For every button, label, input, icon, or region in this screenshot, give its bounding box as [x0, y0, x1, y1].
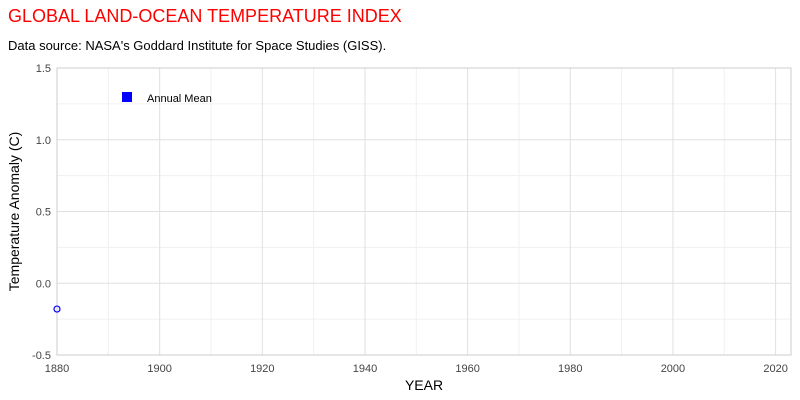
legend-swatch [122, 92, 132, 102]
y-tick-label: 0.0 [36, 278, 51, 290]
x-tick-label: 1980 [558, 363, 582, 375]
y-tick-labels: -0.5 0.0 0.5 1.0 1.5 [32, 63, 51, 362]
y-axis-label: Temperature Anomaly (C) [6, 132, 22, 292]
x-tick-labels: 1880 1900 1920 1940 1960 1980 2000 2020 [45, 363, 788, 375]
data-points [53, 305, 61, 313]
chart-title: GLOBAL LAND-OCEAN TEMPERATURE INDEX [8, 6, 402, 26]
grid-lines [56, 67, 791, 356]
data-point [53, 305, 61, 313]
x-tick-label: 1900 [147, 363, 171, 375]
y-tick-label: 0.5 [36, 207, 51, 219]
legend: Annual Mean [122, 92, 212, 105]
chart-subtitle: Data source: NASA's Goddard Institute fo… [8, 38, 387, 53]
x-tick-label: 2000 [661, 363, 685, 375]
x-axis-label: YEAR [405, 377, 443, 393]
x-tick-label: 1940 [353, 363, 377, 375]
legend-label: Annual Mean [147, 93, 212, 105]
y-tick-label: 1.0 [36, 135, 51, 147]
x-tick-label: 1960 [455, 363, 479, 375]
x-tick-label: 1920 [250, 363, 274, 375]
y-tick-label: -0.5 [32, 350, 51, 362]
plot-frame [56, 67, 792, 356]
x-tick-label: 2020 [763, 363, 787, 375]
y-tick-label: 1.5 [36, 63, 51, 75]
x-tick-label: 1880 [45, 363, 69, 375]
